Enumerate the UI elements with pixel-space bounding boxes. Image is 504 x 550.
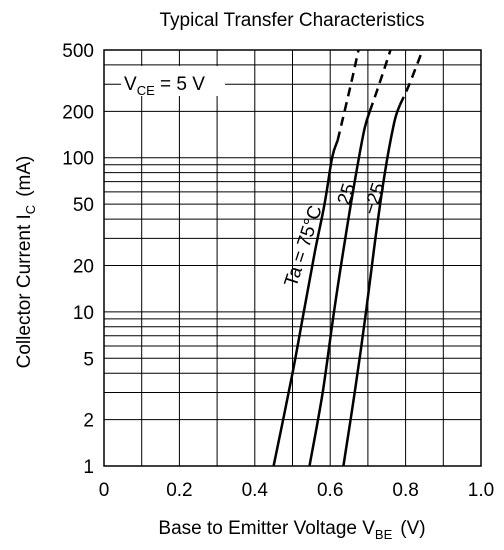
x-axis-label: Base to Emitter Voltage VBE (V) — [158, 518, 425, 542]
y-tick-label: 2 — [83, 411, 94, 432]
curve-label-25c: 25 — [334, 181, 361, 208]
y-tick-label: 50 — [73, 195, 94, 216]
y-axis-label: Collector Current IC(mA) — [14, 156, 38, 369]
vce-annotation: VCE = 5 V — [121, 66, 225, 98]
series-line-solid — [342, 104, 402, 467]
series-line-solid — [308, 110, 371, 467]
x-tick-label: 0.6 — [317, 480, 343, 501]
plot-frame — [103, 49, 482, 467]
curve-label-minus25c: −25 — [360, 180, 390, 217]
y-tick-label: 200 — [62, 102, 94, 123]
curve-label-75c: Ta = 75°C — [281, 203, 327, 290]
curves — [272, 49, 424, 467]
y-tick-label: 20 — [73, 256, 94, 277]
series-line-solid — [272, 139, 339, 467]
y-tick-label: 100 — [62, 149, 94, 170]
x-tick-label: 1.0 — [468, 480, 494, 501]
vce-annotation-text: VCE = 5 V — [124, 74, 205, 98]
y-tick-label: 500 — [62, 41, 94, 62]
x-tick-label: 0.8 — [392, 480, 418, 501]
series-line-dashed — [398, 49, 424, 106]
x-tick-label: 0 — [99, 480, 110, 501]
x-tick-label: 0.4 — [242, 480, 269, 501]
y-tick-label: 10 — [73, 303, 94, 324]
y-tick-label: 5 — [83, 349, 94, 370]
y-tick-label: 1 — [83, 457, 94, 478]
grid — [104, 50, 481, 466]
x-tick-label: 0.2 — [166, 480, 192, 501]
vce-annotation-bg — [121, 66, 225, 96]
series-line-dashed — [368, 49, 392, 112]
chart-title: Typical Transfer Characteristics — [159, 10, 424, 31]
series-line-dashed — [336, 49, 360, 141]
